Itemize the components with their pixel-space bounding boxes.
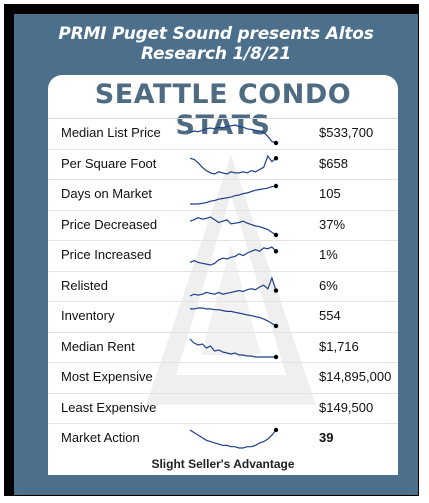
table-row: Relisted 6% bbox=[48, 270, 398, 302]
sparkline-line bbox=[189, 154, 277, 175]
row-value: 105 bbox=[319, 186, 341, 201]
row-label: Per Square Foot bbox=[61, 155, 157, 171]
table-row: Median Rent $1,716 bbox=[48, 331, 398, 363]
card-title: SEATTLE CONDO STATS bbox=[94, 79, 352, 141]
row-label: Median Rent bbox=[61, 338, 135, 354]
sparkline-endpoint bbox=[273, 287, 279, 293]
sparkline-line bbox=[189, 215, 277, 235]
blue-panel: PRMI Puget Sound presents Altos Research… bbox=[14, 14, 418, 495]
table-row: Price Decreased 37% bbox=[48, 209, 398, 241]
sparkline-endpoint bbox=[273, 183, 279, 189]
table-row: Price Increased 1% bbox=[48, 240, 398, 271]
table-row: Per Square Foot $658 bbox=[48, 148, 398, 180]
row-value: 37% bbox=[319, 216, 346, 232]
row-value: 39 bbox=[319, 430, 334, 445]
sparkline-line bbox=[190, 307, 277, 327]
table-row: Days on Market 105 bbox=[48, 179, 398, 210]
row-value: 554 bbox=[319, 308, 341, 323]
row-label: Market Action bbox=[61, 430, 140, 445]
sparkline-line bbox=[189, 429, 277, 449]
sparkline-chart bbox=[190, 307, 279, 329]
row-value: 6% bbox=[319, 277, 338, 293]
row-value: $14,895,000 bbox=[319, 369, 392, 384]
table-row: Median List Price $533,700 bbox=[48, 118, 398, 149]
sparkline-line bbox=[190, 185, 277, 205]
outer-frame: PRMI Puget Sound presents Altos Research… bbox=[4, 4, 419, 496]
row-label: Median List Price bbox=[61, 125, 161, 140]
stats-table: Median List Price $533,700 Per Square Foot… bbox=[48, 118, 398, 454]
row-value: 1% bbox=[319, 247, 338, 262]
sparkline-endpoint bbox=[273, 354, 279, 359]
sparkline-line bbox=[189, 124, 277, 144]
sparkline-line bbox=[189, 275, 277, 297]
row-value: $533,700 bbox=[319, 125, 374, 140]
sparkline-chart bbox=[189, 124, 279, 146]
sparkline-line bbox=[189, 338, 276, 358]
sparkline-endpoint bbox=[273, 249, 279, 254]
sparkline-chart bbox=[189, 154, 279, 175]
sparkline-endpoint bbox=[273, 155, 279, 160]
sparkline-line bbox=[189, 246, 277, 266]
sparkline-endpoint bbox=[273, 232, 279, 237]
row-label: Days on Market bbox=[61, 186, 153, 201]
table-row: Market Action 39 bbox=[48, 423, 398, 454]
row-value: $149,500 bbox=[319, 399, 374, 415]
sparkline-chart bbox=[189, 338, 279, 359]
sparkline-chart bbox=[189, 246, 279, 266]
watermark-logo-icon bbox=[146, 155, 316, 405]
header-title: PRMI Puget Sound presents Altos Research… bbox=[58, 24, 374, 64]
row-label: Price Decreased bbox=[61, 216, 158, 232]
sparkline-chart bbox=[189, 427, 279, 449]
row-value: $658 bbox=[319, 155, 348, 171]
sparkline-endpoint bbox=[273, 140, 279, 146]
row-label: Least Expensive bbox=[61, 399, 157, 415]
sparkline-endpoint bbox=[273, 323, 279, 329]
table-row: Inventory 554 bbox=[48, 301, 398, 332]
sparkline-chart bbox=[189, 215, 279, 237]
row-label: Price Increased bbox=[61, 247, 152, 262]
sparkline-chart bbox=[190, 183, 279, 205]
stats-card: SEATTLE CONDO STATS Median List Price $53… bbox=[48, 75, 398, 475]
table-row: Most Expensive $14,895,000 bbox=[48, 362, 398, 393]
table-row: Least Expensive $149,500 bbox=[48, 392, 398, 424]
sparkline-endpoint bbox=[273, 427, 279, 433]
row-label: Most Expensive bbox=[61, 369, 153, 384]
market-status: Slight Seller's Advantage bbox=[151, 457, 295, 471]
sparkline-chart bbox=[189, 275, 279, 297]
row-value: $1,716 bbox=[319, 338, 359, 354]
row-label: Inventory bbox=[61, 308, 115, 323]
row-label: Relisted bbox=[61, 277, 108, 293]
